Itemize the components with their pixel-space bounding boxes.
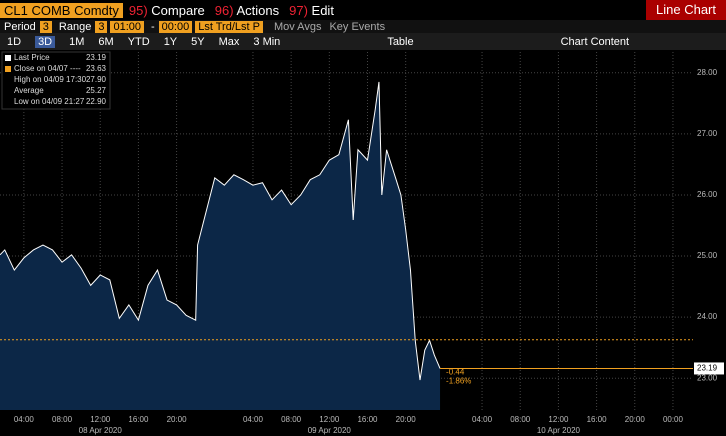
legend-value: 22.90	[86, 97, 107, 106]
x-tick-label: 04:00	[14, 415, 35, 424]
x-tick-label: 12:00	[90, 415, 111, 424]
range-button[interactable]: YTD	[127, 35, 150, 48]
x-tick-label: 04:00	[243, 415, 264, 424]
range-button[interactable]: 1M	[69, 35, 85, 48]
y-tick-label: 24.00	[697, 312, 718, 321]
label: Range	[58, 20, 92, 33]
legend-value: 25.27	[86, 86, 107, 95]
y-tick-label: 23.00	[697, 373, 718, 382]
toggle[interactable]: Mov Avgs	[273, 20, 322, 33]
legend-swatch	[5, 66, 11, 72]
menu[interactable]: 95) Compare	[129, 3, 205, 18]
x-tick-label: 16:00	[587, 415, 608, 424]
legend-label: Last Price	[14, 53, 50, 62]
x-tick-label: 08:00	[510, 415, 531, 424]
y-tick-label: 28.00	[697, 68, 718, 77]
last-box	[694, 362, 724, 375]
x-tick-label: 20:00	[396, 415, 417, 424]
legend-value: 23.19	[86, 53, 107, 62]
table-button[interactable]: Table	[387, 35, 414, 48]
y-tick-label: 25.00	[697, 251, 718, 260]
legend-bg	[1, 51, 111, 110]
range-button[interactable]: 1Y	[163, 35, 178, 48]
menu[interactable]: 96) Actions	[215, 3, 279, 18]
change: -0.44	[446, 368, 465, 377]
last-label: 23.19	[697, 364, 718, 373]
change-pct: -1.86%	[446, 377, 471, 386]
y-tick-label: 27.00	[697, 129, 718, 138]
menu-num: 96)	[214, 2, 234, 18]
toggle[interactable]: Key Events	[329, 20, 386, 33]
menu-label: Compare	[151, 2, 205, 18]
settings-bar: Period 3 Range 3 01:00 - 00:00 Lst Trd/L…	[0, 20, 726, 33]
x-tick-label: 12:00	[319, 415, 340, 424]
label: Period	[4, 20, 36, 33]
x-tick-label: 16:00	[128, 415, 149, 424]
x-tick-label: 00:00	[663, 415, 684, 424]
x-tick-label: 08:00	[52, 415, 73, 424]
chart-content[interactable]: Chart Content	[560, 35, 630, 48]
legend-swatch	[5, 55, 11, 61]
area	[0, 81, 441, 410]
input[interactable]: 00:00	[158, 20, 193, 33]
legend-value: 27.90	[86, 75, 107, 84]
x-tick-label: 04:00	[472, 415, 493, 424]
date-label: 08 Apr 2020	[79, 426, 123, 435]
input[interactable]: 01:00	[110, 20, 144, 33]
x-tick-label: 20:00	[625, 415, 646, 424]
input[interactable]: Lst Trd/Lst P	[195, 20, 263, 33]
menu[interactable]: 97) Edit	[289, 3, 334, 18]
range-bar: 1D 3D 1M 6M YTD 1Y 5Y Max 3 Min Table Chart Conten…	[0, 33, 726, 50]
menu-num: 97)	[289, 2, 308, 18]
range-button[interactable]: 5Y	[191, 35, 205, 48]
y-tick-label: 26.00	[697, 190, 718, 199]
range-button[interactable]: 3D	[35, 35, 56, 48]
legend-label: High on 04/09 17:30	[14, 75, 87, 84]
x-tick-label: 08:00	[281, 415, 302, 424]
label: -	[151, 20, 155, 33]
menu-num: 95)	[128, 2, 148, 18]
title-bar: CL1 COMB Comdty 95) Compare 96) Actions …	[0, 0, 726, 20]
date-label: 09 Apr 2020	[308, 426, 352, 435]
menu-label: Edit	[311, 2, 334, 18]
menu-label: Actions	[236, 2, 280, 18]
legend-label: Low on 04/09 21:27	[14, 97, 85, 106]
legend-value: 23.63	[86, 64, 107, 73]
ticker[interactable]: CL1 COMB Comdty	[0, 2, 123, 18]
interval[interactable]: 3 Min	[253, 35, 281, 48]
legend-label: Average	[14, 86, 44, 95]
x-tick-label: 16:00	[357, 415, 378, 424]
price-line	[0, 81, 441, 381]
input[interactable]: 3	[95, 20, 108, 33]
range-button[interactable]: 1D	[7, 35, 22, 48]
x-tick-label: 12:00	[548, 415, 569, 424]
view-title: Line Chart	[646, 0, 726, 20]
x-tick-label: 20:00	[167, 415, 188, 424]
range-button[interactable]: Max	[218, 35, 240, 48]
chart: 23.00 24.00 25.00 26.00 27.00 28.00 04:00 08:00…	[0, 51, 724, 435]
legend-label: Close on 04/07 ----	[14, 64, 81, 73]
date-label: 10 Apr 2020	[537, 426, 581, 435]
range-button[interactable]: 6M	[98, 35, 114, 48]
input[interactable]: 3	[39, 20, 52, 33]
